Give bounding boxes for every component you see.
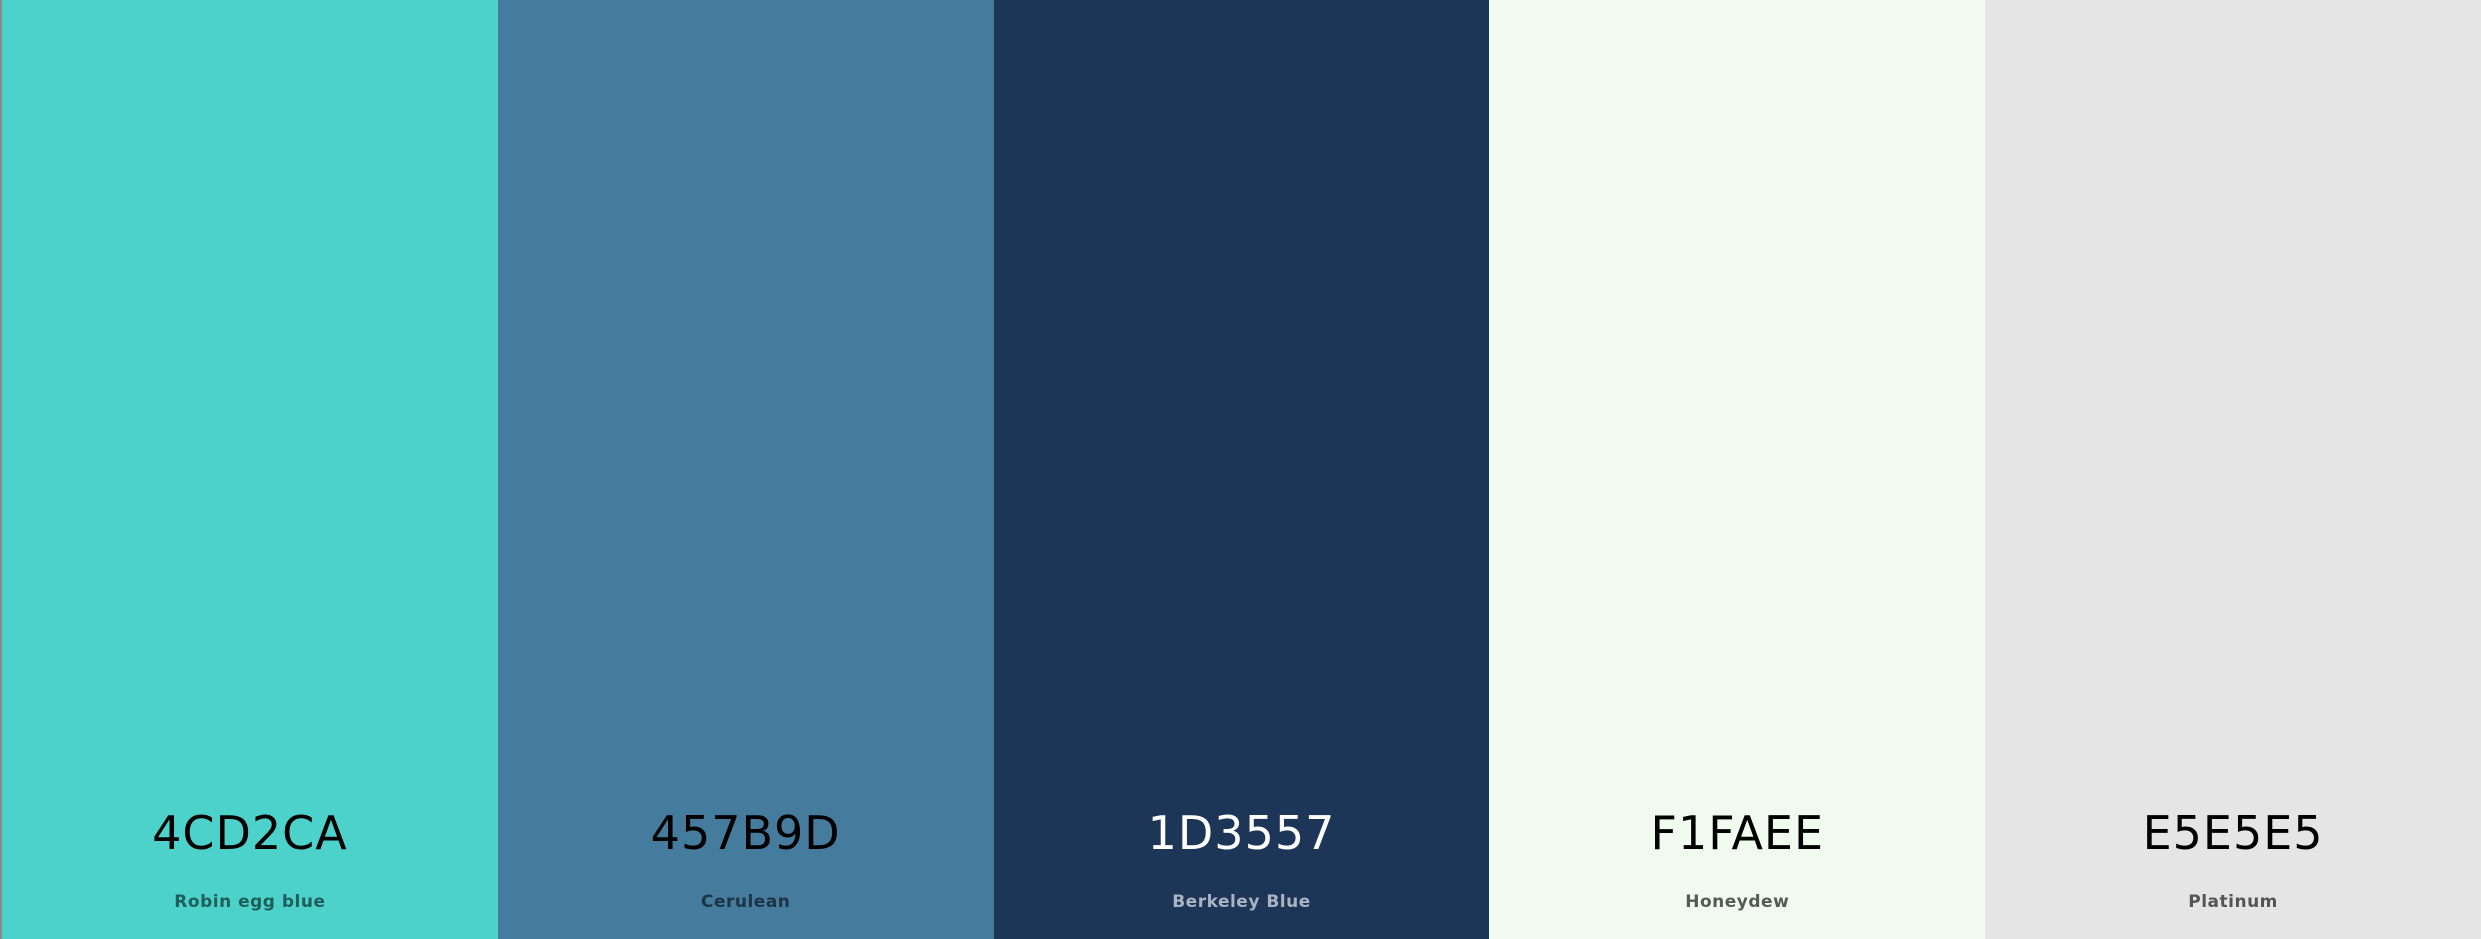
swatch-color-name: Robin egg blue: [174, 892, 326, 912]
swatch-platinum[interactable]: E5E5E5 Platinum: [1985, 0, 2481, 939]
swatch-berkeley-blue[interactable]: 1D3557 Berkeley Blue: [993, 0, 1490, 939]
swatch-hex-code[interactable]: F1FAEE: [1650, 806, 1825, 860]
swatch-hex-code[interactable]: 1D3557: [1147, 806, 1336, 860]
swatch-hex-code[interactable]: 4CD2CA: [152, 806, 348, 860]
swatch-color-name: Cerulean: [700, 892, 791, 912]
swatch-robin-egg-blue[interactable]: 4CD2CA Robin egg blue: [2, 0, 498, 939]
swatch-cerulean[interactable]: 457B9D Cerulean: [497, 0, 994, 939]
swatch-color-name: Platinum: [2188, 892, 2278, 912]
swatch-color-name: Berkeley Blue: [1172, 892, 1311, 912]
swatch-hex-code[interactable]: 457B9D: [650, 806, 841, 860]
swatch-hex-code[interactable]: E5E5E5: [2142, 806, 2324, 860]
swatch-honeydew[interactable]: F1FAEE Honeydew: [1489, 0, 1986, 939]
swatch-color-name: Honeydew: [1685, 892, 1790, 912]
